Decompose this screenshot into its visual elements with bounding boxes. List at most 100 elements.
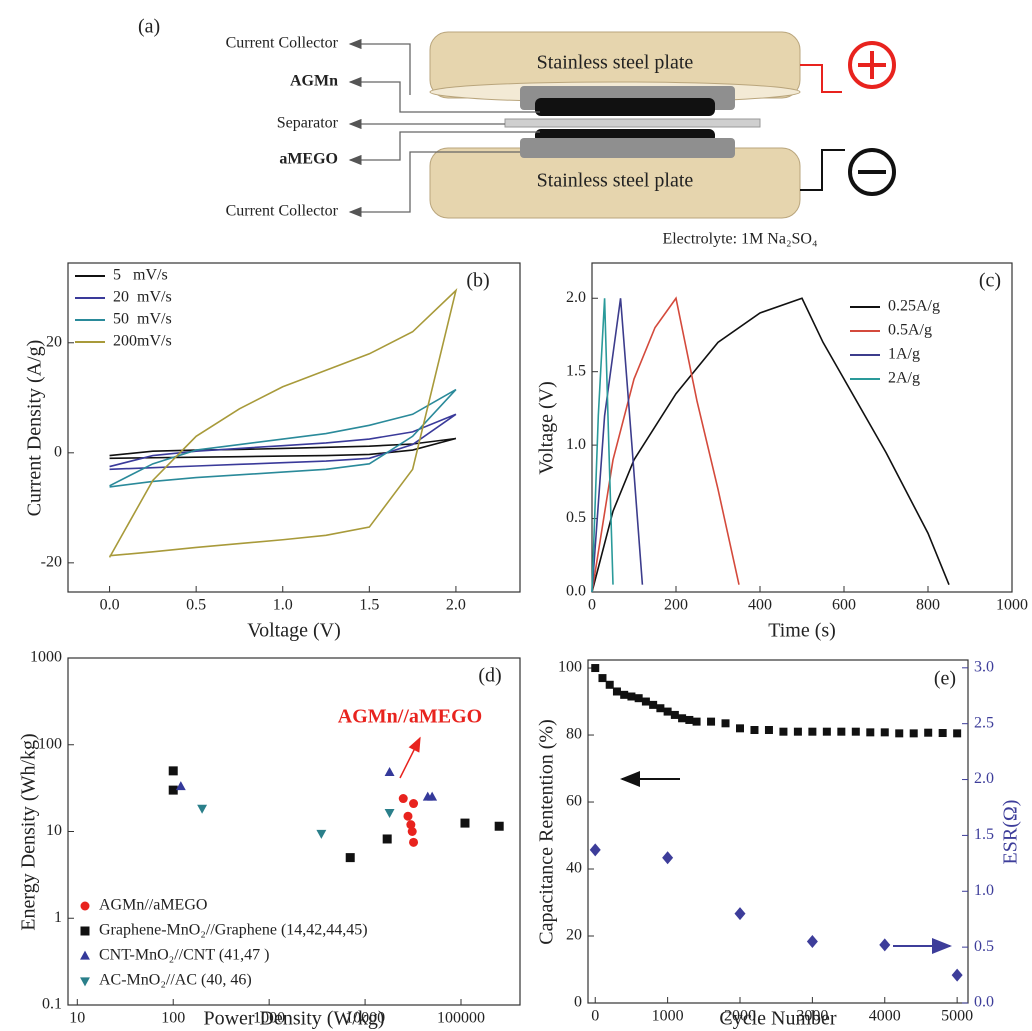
point — [736, 724, 744, 733]
diagram: (a) Stainless steel plate Stainless stee… — [138, 16, 896, 248]
legend-marker — [80, 926, 90, 936]
y2-axis-label: ESR(Ω) — [1000, 800, 1022, 865]
y-tick-label: 100 — [38, 735, 62, 752]
point — [427, 791, 438, 801]
point — [175, 781, 186, 791]
y2-tick-label: 2.5 — [974, 714, 994, 731]
point — [793, 727, 802, 736]
x-tick-label: 2000 — [724, 1008, 756, 1025]
line — [109, 388, 457, 488]
point — [670, 710, 679, 719]
y-tick-label: 0.1 — [42, 996, 62, 1013]
y-tick-label: 2.0 — [566, 289, 586, 306]
point — [866, 728, 875, 737]
point — [951, 968, 963, 982]
panel-label: (c) — [979, 270, 1001, 292]
current-collector — [520, 138, 735, 158]
panel-label: (d) — [478, 665, 501, 687]
x-tick-label: 1000 — [652, 1008, 684, 1025]
point — [409, 799, 419, 809]
point — [168, 766, 178, 776]
annotation-arrow — [399, 736, 421, 779]
y-tick-label: 1.0 — [566, 436, 586, 453]
y-tick-label: 40 — [566, 860, 582, 877]
panel-label: (e) — [934, 668, 956, 690]
component-label: Current Collector — [226, 35, 339, 52]
x-tick-label: 100000 — [437, 1010, 485, 1027]
x-axis-label: Time (s) — [768, 620, 836, 642]
point — [851, 727, 860, 736]
point — [880, 728, 889, 737]
point — [591, 664, 600, 673]
y-tick-label: 20 — [566, 927, 582, 944]
x-tick-label: 100 — [161, 1010, 185, 1027]
component-label: Current Collector — [226, 203, 339, 220]
point — [409, 837, 419, 847]
y2-tick-label: 2.0 — [974, 770, 994, 787]
plot-frame — [67, 262, 521, 593]
legend-marker — [80, 977, 90, 987]
legend-label: 0.25A/g — [888, 298, 940, 315]
y-tick-label: 1 — [54, 909, 62, 926]
point — [620, 690, 629, 699]
wire — [800, 149, 845, 191]
y-axis-label: Energy Density (Wh/kg) — [18, 733, 40, 930]
legend-label: 1A/g — [888, 346, 920, 363]
point — [407, 827, 417, 836]
point — [168, 785, 178, 795]
point — [938, 729, 947, 738]
line — [591, 298, 644, 593]
legend-marker — [80, 901, 90, 911]
point — [808, 727, 817, 736]
x-tick-label: 1000 — [996, 597, 1028, 614]
wire — [800, 64, 842, 93]
x-tick-label: 10000 — [345, 1010, 385, 1027]
point — [721, 719, 730, 728]
point — [382, 834, 392, 844]
plate-label: Stainless steel plate — [537, 52, 694, 74]
point — [779, 727, 788, 736]
y-tick-label: 1.5 — [566, 362, 586, 379]
y2-tick-label: 0.5 — [974, 938, 994, 955]
y-tick-label: 10 — [46, 822, 62, 839]
electrode — [535, 98, 715, 116]
point — [197, 804, 208, 814]
y2-tick-label: 1.0 — [974, 882, 994, 899]
legend-marker — [80, 950, 90, 960]
line — [591, 298, 614, 593]
plot-frame — [591, 262, 1013, 593]
panel-label: (b) — [466, 270, 489, 292]
point — [605, 680, 614, 689]
point — [384, 809, 395, 819]
y-tick-label: 100 — [558, 659, 582, 676]
x-tick-label: 0.0 — [100, 597, 120, 614]
point — [806, 935, 818, 949]
line — [109, 413, 457, 471]
legend-label: Graphene-MnO₂//Graphene (14,42,44,45) — [99, 922, 368, 939]
y-tick-label: 0.0 — [566, 583, 586, 600]
plus-terminal — [848, 41, 896, 89]
plate-label: Stainless steel plate — [537, 170, 694, 192]
y-tick-label: 0 — [54, 443, 62, 460]
point — [641, 697, 650, 706]
point — [494, 821, 504, 831]
y-axis-label: Capacitance Rentention (%) — [536, 719, 558, 944]
point — [634, 694, 643, 703]
component-label: AGMn — [290, 73, 338, 90]
point — [398, 794, 408, 804]
point — [953, 729, 962, 738]
y2-tick-label: 1.5 — [974, 826, 994, 843]
legend-label: 20 mV/s — [113, 289, 172, 306]
point — [345, 853, 355, 863]
x-tick-label: 600 — [832, 597, 856, 614]
line — [591, 297, 950, 593]
legend-label: AGMn//aMEGO — [99, 897, 207, 914]
x-tick-label: 200 — [664, 597, 688, 614]
point — [734, 907, 746, 921]
x-tick-label: 2.0 — [446, 597, 466, 614]
x-tick-label: 800 — [916, 597, 940, 614]
point — [589, 843, 601, 857]
point — [685, 715, 694, 724]
panel-label: (a) — [138, 16, 160, 38]
